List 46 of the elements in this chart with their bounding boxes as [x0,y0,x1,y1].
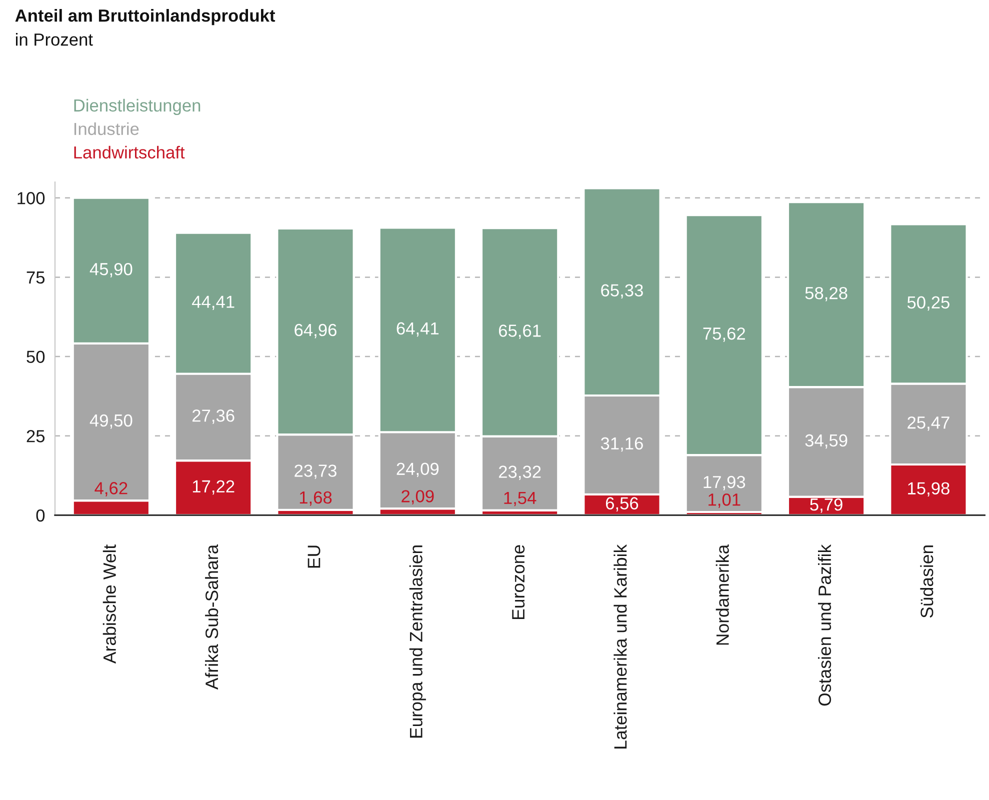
x-tick-label: Ostasien und Pazifik [818,544,832,706]
chart-subtitle: in Prozent [16,33,93,46]
x-tick-label: EU [308,546,320,568]
text: Dienstleistungen [74,98,200,116]
data-label: 2,09 [402,490,434,504]
x-tick-label: Südasien [920,546,934,618]
data-label: 49,50 [90,414,132,429]
data-label: 23,73 [294,464,336,479]
y-tick-label: 100 [18,192,45,204]
data-label: 65,61 [498,324,541,339]
x-tick-label: Eurozone [512,545,525,620]
data-label: 24,09 [396,462,439,478]
data-label: 27,36 [192,410,234,424]
data-label: 25,47 [908,416,950,431]
text: Industrie [74,122,139,136]
data-label: 45,90 [90,263,132,278]
data-label: 64,41 [396,322,439,337]
y-tick-label: 50 [26,350,45,363]
data-label: 44,41 [192,296,234,310]
x-tick-label: Lateinamerika und Karibik [614,544,627,748]
y-tick-label: 25 [26,430,45,442]
data-label: 75,62 [703,327,745,342]
x-tick-label: Nordamerika [716,544,729,645]
data-label: 50,25 [907,296,950,311]
data-label: 17,93 [704,476,746,490]
data-label: 17,22 [192,480,234,495]
data-label: 1,68 [300,491,332,506]
data-label: 34,59 [805,434,848,449]
y-tick-label: 75 [26,272,45,284]
data-label: 31,16 [600,437,643,452]
text: Landwirtschaft [74,146,185,159]
data-label: 64,96 [294,324,336,338]
data-label: 1,01 [708,493,740,508]
data-label: 65,33 [601,284,643,299]
x-tick-label: Arabische Welt [102,544,116,664]
chart-title: Anteil am Bruttoinlandsprodukt [15,9,276,26]
data-label: 15,98 [908,482,950,497]
data-label: 5,79 [810,498,842,513]
y-tick-label: 0 [36,509,45,522]
data-label: 23,32 [498,466,541,480]
x-tick-label: Europa und Zentralasien [409,546,426,738]
data-label: 6,56 [606,497,638,512]
x-tick-label: Afrika Sub-Sahara [205,544,218,690]
data-label: 58,28 [805,286,848,302]
data-label: 4,62 [94,482,128,496]
data-label: 1,54 [504,492,536,506]
